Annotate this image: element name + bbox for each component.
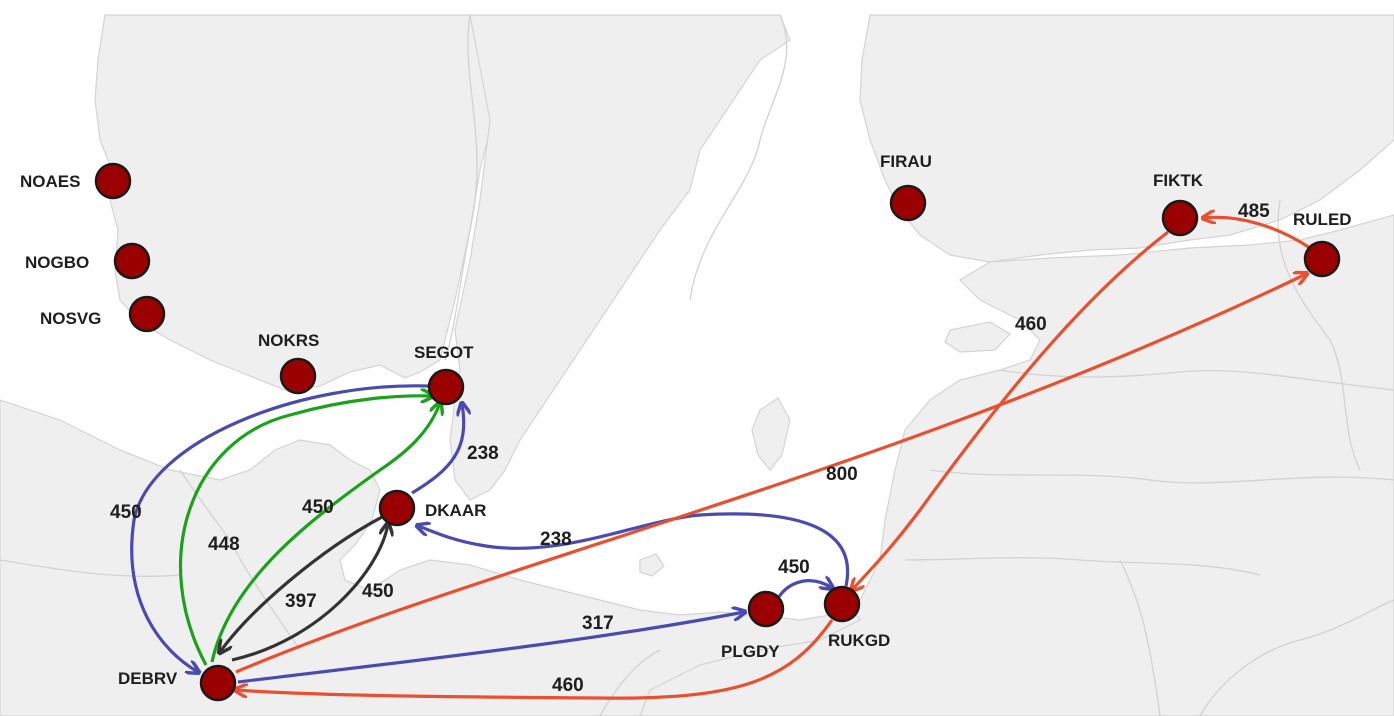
port-label: RULED bbox=[1293, 210, 1352, 229]
finland-landmass bbox=[859, 14, 1394, 263]
border-line bbox=[444, 14, 478, 361]
routes-layer bbox=[130, 217, 1311, 700]
route-plgdy-rukgd[interactable] bbox=[776, 581, 832, 599]
port-marker[interactable] bbox=[113, 242, 151, 280]
border-line bbox=[599, 649, 661, 716]
land-layer bbox=[0, 14, 1394, 716]
port-label: RUKGD bbox=[828, 631, 890, 650]
route-rukgd-dkaar[interactable] bbox=[418, 512, 850, 587]
border-line bbox=[929, 469, 1394, 484]
route-ruled-fiktk[interactable] bbox=[1204, 217, 1311, 250]
border-line bbox=[179, 469, 301, 651]
route-debrv-plgdy[interactable] bbox=[237, 612, 744, 684]
port-marker[interactable] bbox=[94, 162, 132, 200]
route-label-debrv-dkaar: 450 bbox=[362, 581, 394, 602]
border-line bbox=[1119, 559, 1161, 716]
port-nokrs[interactable]: NOKRS bbox=[258, 331, 319, 395]
port-marker[interactable] bbox=[378, 489, 416, 527]
route-dkaar-debrv[interactable] bbox=[220, 515, 383, 652]
route-label-ruled-fiktk: 485 bbox=[1238, 201, 1270, 222]
port-label: PLGDY bbox=[721, 642, 780, 661]
route-label-debrv-ruled: 800 bbox=[826, 464, 858, 485]
route-label-fiktk-rukgd: 460 bbox=[1015, 314, 1047, 335]
port-marker[interactable] bbox=[747, 590, 785, 628]
port-dkaar[interactable]: DKAAR bbox=[378, 489, 486, 527]
route-rukgd-debrv[interactable] bbox=[236, 619, 834, 700]
route-debrv-ruled[interactable] bbox=[235, 274, 1306, 674]
port-label: NOSVG bbox=[40, 309, 101, 328]
port-label: FIKTK bbox=[1153, 171, 1204, 190]
port-label: NOKRS bbox=[258, 331, 319, 350]
port-ruled[interactable]: RULED bbox=[1293, 210, 1352, 278]
route-label-rukgd-debrv: 460 bbox=[552, 675, 584, 696]
border-line bbox=[689, 14, 788, 301]
port-nogbo[interactable]: NOGBO bbox=[25, 242, 151, 280]
continental-landmass bbox=[0, 399, 861, 716]
route-dkaar-segot[interactable] bbox=[411, 404, 464, 495]
border-line bbox=[999, 369, 1394, 391]
port-label: DEBRV bbox=[118, 669, 178, 688]
port-label: SEGOT bbox=[414, 343, 474, 362]
route-label-debrv-plgdy: 317 bbox=[582, 613, 614, 634]
port-plgdy[interactable]: PLGDY bbox=[721, 590, 785, 661]
port-nosvg[interactable]: NOSVG bbox=[40, 295, 166, 333]
route-segot-debrv[interactable] bbox=[130, 384, 429, 672]
ports-layer: NOAES NOGBO NOSVG NOKRS SEGOT DKAAR DEBR… bbox=[20, 152, 1352, 702]
route-debrv-segot-2[interactable] bbox=[210, 403, 440, 663]
port-marker[interactable] bbox=[889, 184, 927, 222]
port-marker[interactable] bbox=[1303, 240, 1341, 278]
port-rukgd[interactable]: RUKGD bbox=[823, 585, 890, 650]
route-label-plgdy-rukgd: 450 bbox=[778, 557, 810, 578]
port-label: NOGBO bbox=[25, 253, 89, 272]
port-marker[interactable] bbox=[279, 357, 317, 395]
route-label-debrv-segot-2: 450 bbox=[302, 497, 334, 518]
route-labels-layer: 450 448 450 238 397 450 238 317 450 460 … bbox=[110, 201, 1270, 696]
route-debrv-dkaar[interactable] bbox=[231, 524, 388, 662]
port-marker[interactable] bbox=[823, 585, 861, 623]
port-marker[interactable] bbox=[128, 295, 166, 333]
border-layer bbox=[0, 14, 1394, 716]
route-label-segot-debrv: 450 bbox=[110, 502, 142, 523]
port-label: NOAES bbox=[20, 172, 80, 191]
saaremaa-island bbox=[944, 321, 1011, 353]
port-fiktk[interactable]: FIKTK bbox=[1153, 171, 1204, 237]
border-line bbox=[1277, 199, 1361, 471]
port-noaes[interactable]: NOAES bbox=[20, 162, 132, 200]
border-line bbox=[904, 557, 1261, 576]
route-label-debrv-segot: 448 bbox=[208, 534, 240, 555]
border-line bbox=[1199, 599, 1394, 716]
port-marker[interactable] bbox=[1161, 199, 1199, 237]
route-fiktk-rukgd[interactable] bbox=[852, 230, 1169, 590]
gotland-island bbox=[751, 397, 791, 471]
port-marker[interactable] bbox=[199, 664, 237, 702]
port-debrv[interactable]: DEBRV bbox=[118, 664, 237, 702]
port-label: FIRAU bbox=[880, 152, 932, 171]
sweden-east-landmass bbox=[449, 14, 791, 501]
port-marker[interactable] bbox=[427, 368, 465, 406]
route-debrv-segot[interactable] bbox=[178, 396, 432, 666]
route-label-dkaar-debrv: 397 bbox=[285, 591, 317, 612]
border-line bbox=[0, 559, 181, 577]
bornholm-island bbox=[639, 553, 665, 577]
route-label-rukgd-dkaar: 238 bbox=[540, 529, 572, 550]
port-firau[interactable]: FIRAU bbox=[880, 152, 932, 222]
route-label-dkaar-segot: 238 bbox=[467, 443, 499, 464]
port-label: DKAAR bbox=[425, 501, 486, 520]
port-segot[interactable]: SEGOT bbox=[414, 343, 474, 406]
